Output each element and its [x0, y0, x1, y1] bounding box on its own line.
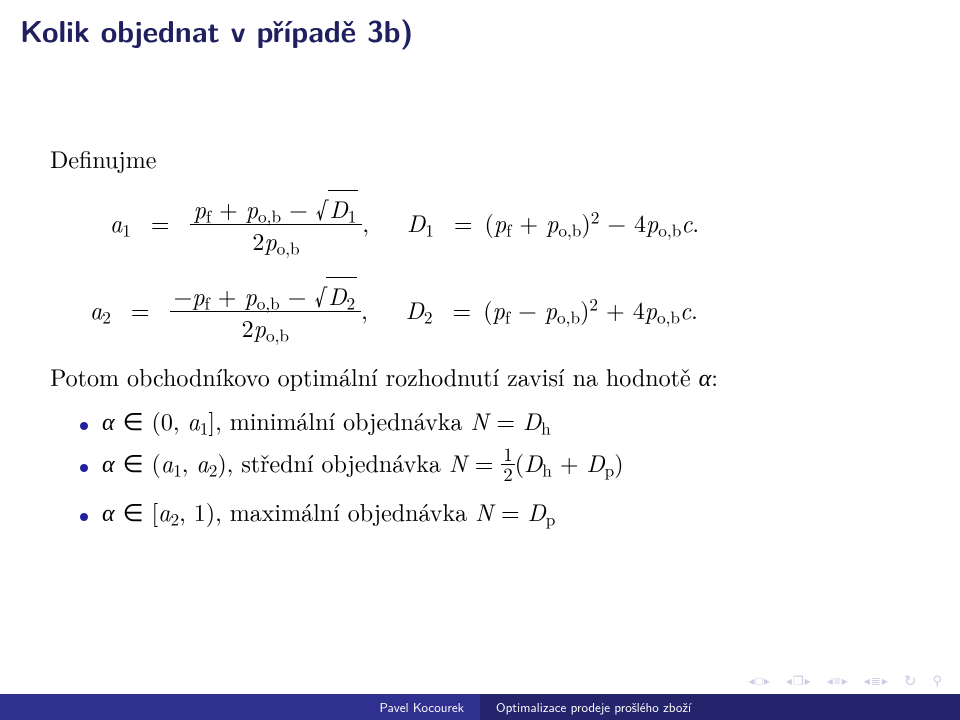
nav-first-icon[interactable]: ◂□▸ — [749, 672, 770, 690]
nav-search-icon[interactable]: ⚲ — [932, 672, 942, 690]
bullet-icon — [80, 422, 88, 430]
footer-author: Pavel Kocourek — [0, 694, 480, 720]
slide-footer: Pavel Kocourek Optimalizace prodeje proš… — [0, 694, 960, 720]
nav-back-icon[interactable]: ◂≡▸ — [827, 672, 848, 690]
footer-title: Optimalizace prodeje prošlého zboží — [480, 694, 960, 720]
equation-a1-d1: a1 = pf + po,b − √D1 2po,b , D1 = (pf + … — [110, 196, 910, 257]
decision-sentence: Potom obchodníkovo optimální rozhodnutí … — [50, 358, 910, 394]
bullet-list: α ∈ (0, a1], minimální objednávka N = Dh… — [50, 402, 910, 529]
bullet-icon — [80, 513, 88, 521]
slide-title: Kolik objednat v případě 3b) — [0, 0, 960, 91]
equation-a2-d2: a2 = −pf + po,b − √D2 2po,b , D2 = (pf −… — [90, 283, 910, 344]
slide: Kolik objednat v případě 3b) Definujme a… — [0, 0, 960, 720]
nav-prev-icon[interactable]: ◂❐▸ — [786, 672, 811, 690]
nav-loop-icon[interactable]: ↻ — [904, 672, 917, 690]
list-item: α ∈ (a1, a2), střední objednávka N = 12(… — [80, 444, 910, 487]
bullet-icon — [80, 464, 88, 472]
nav-fwd-icon[interactable]: ◂≣▸ — [864, 672, 888, 690]
define-word: Definujme — [50, 140, 910, 176]
slide-body: Definujme a1 = pf + po,b − √D1 2po,b , D… — [50, 140, 910, 535]
nav-symbols: ◂□▸ ◂❐▸ ◂≡▸ ◂≣▸ ↻ ⚲ — [749, 672, 942, 690]
list-item: α ∈ [a2, 1), maximální objednávka N = Dp — [80, 493, 910, 529]
list-item: α ∈ (0, a1], minimální objednávka N = Dh — [80, 402, 910, 438]
